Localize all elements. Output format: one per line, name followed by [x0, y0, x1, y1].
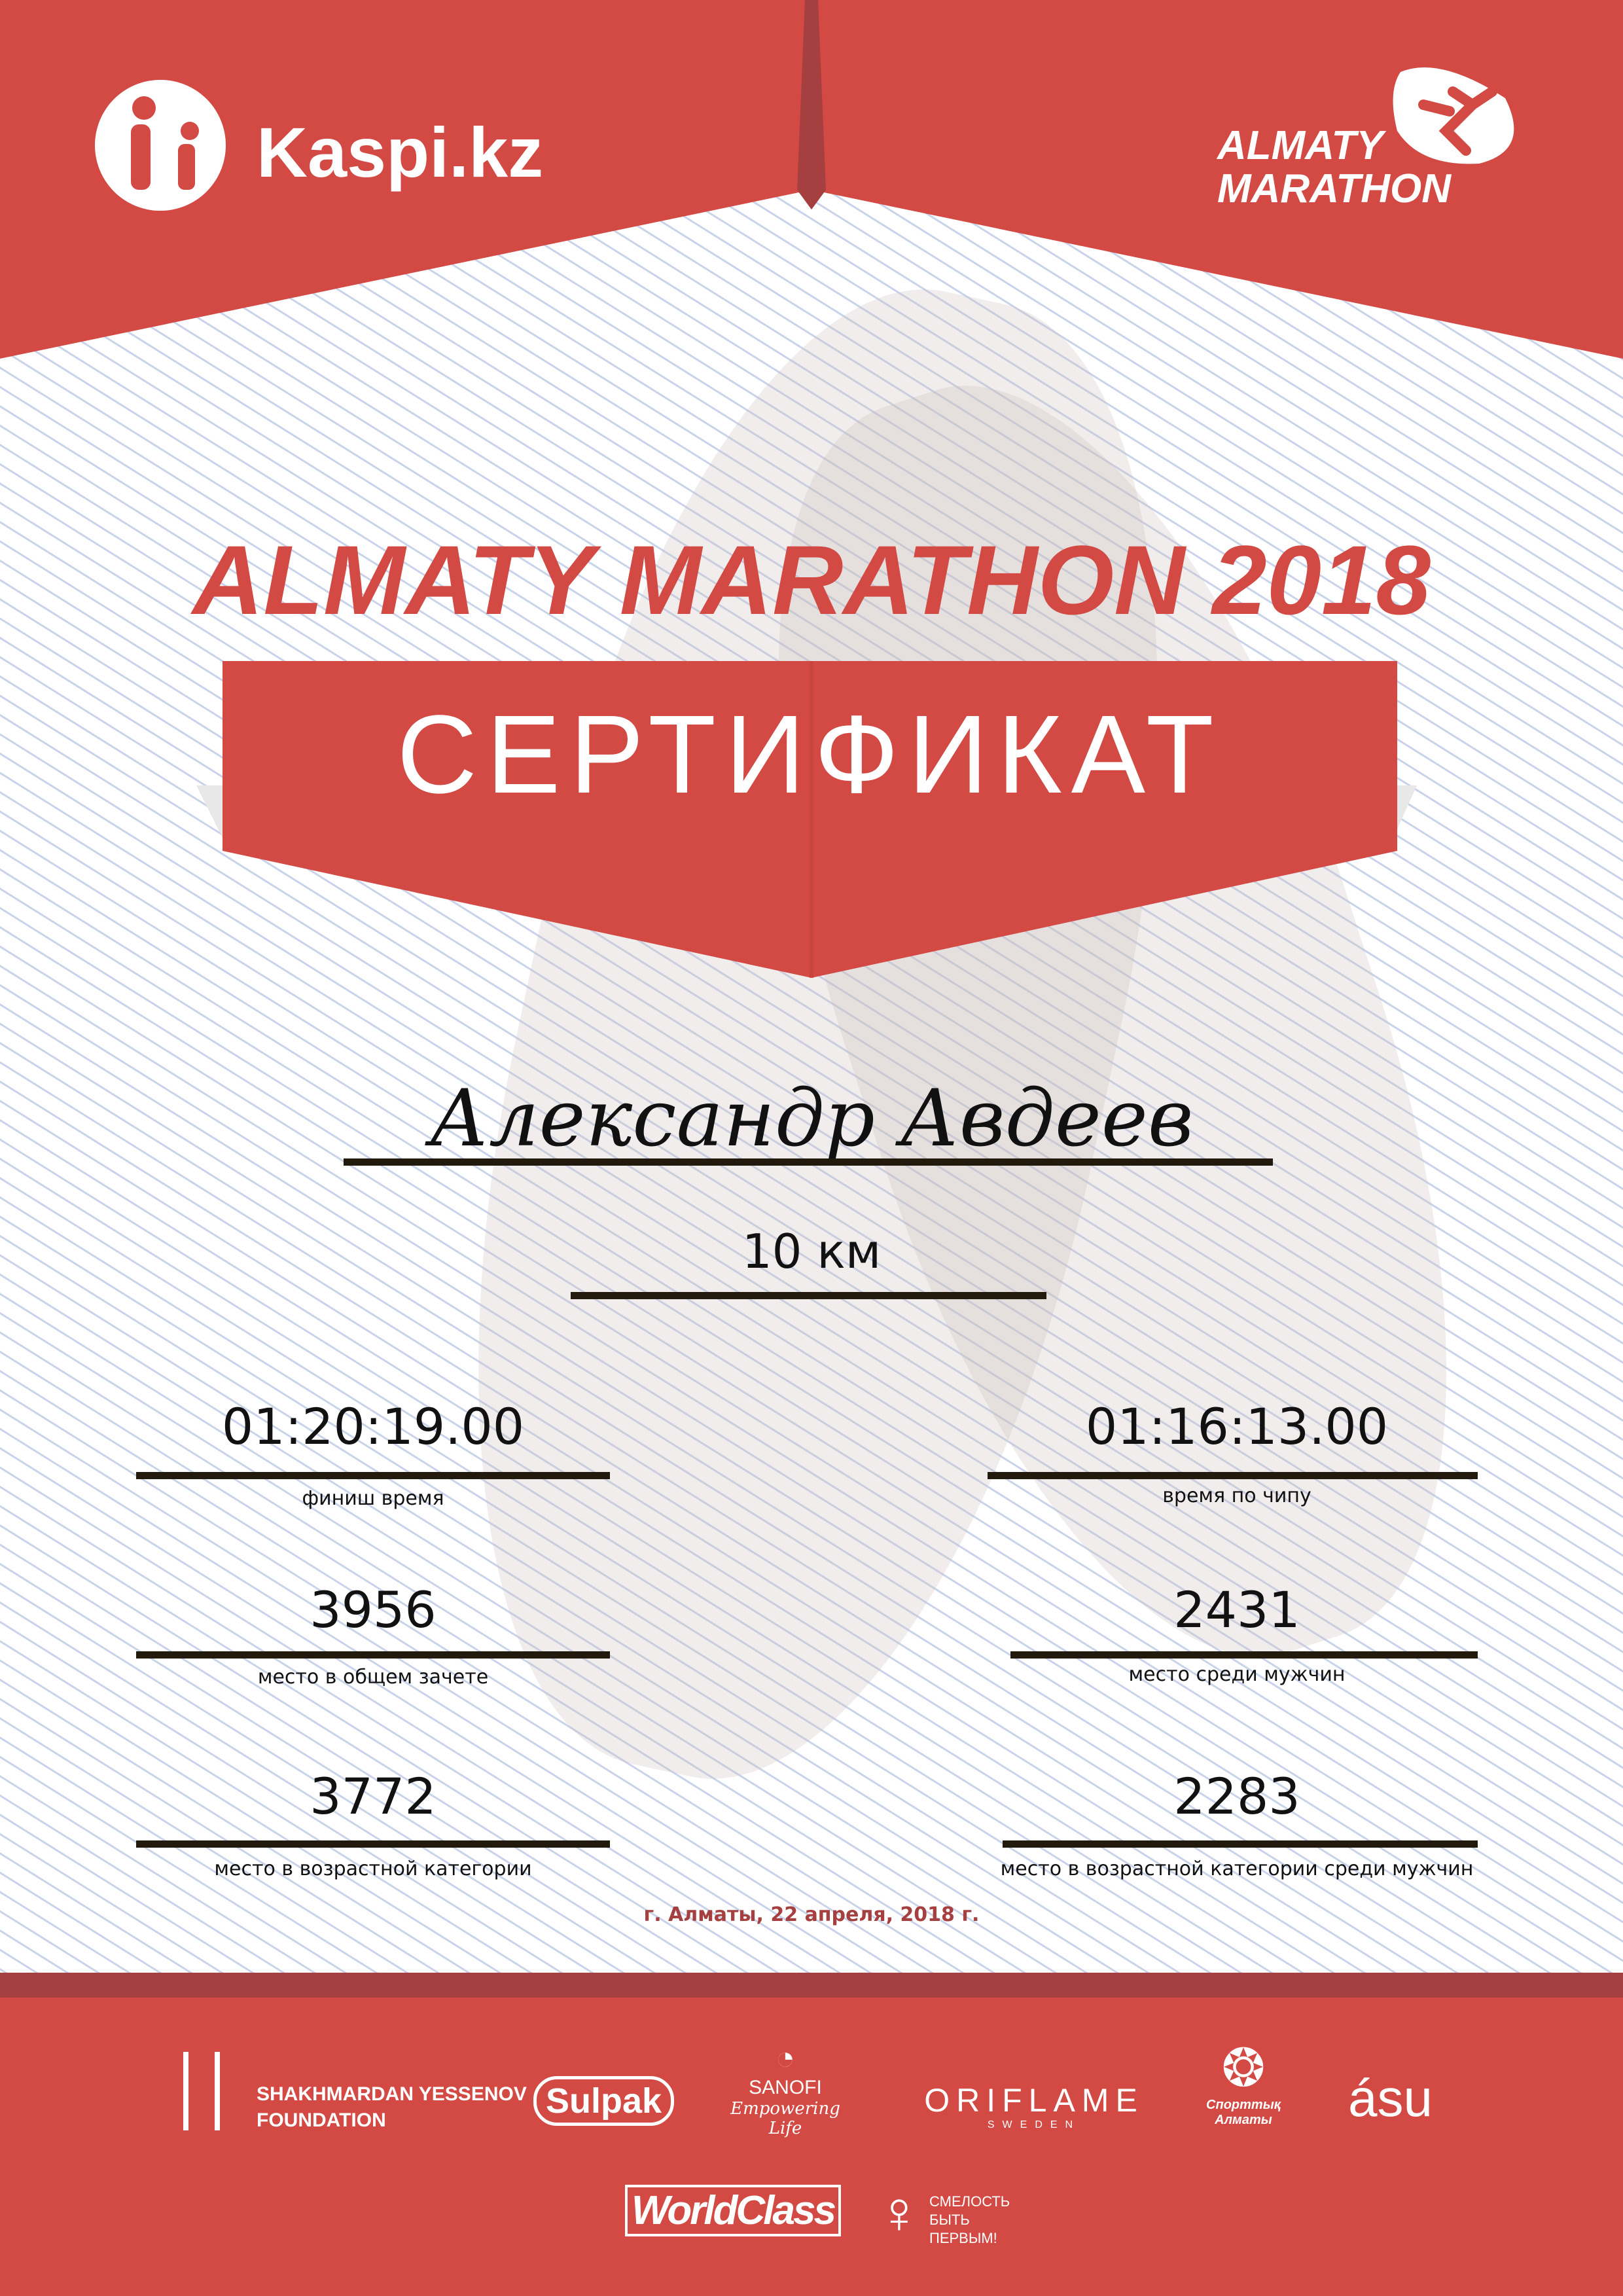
overall-place-label: место в общем зачете [257, 1666, 489, 1689]
oriflame-text: ORIFLAME [924, 2082, 1144, 2119]
logo-line-1: ALMATY [1217, 123, 1383, 168]
stat-underline [1010, 1651, 1478, 1659]
sport-almaty-text: Спорттық Алматы [1206, 2098, 1281, 2127]
fund-text-3: ПЕРВЫМ! [929, 2230, 997, 2246]
sanofi-icon: ◔ [775, 2039, 796, 2076]
yessenov-text-2: FOUNDATION [257, 2109, 386, 2131]
sanofi-text: SANOFI [749, 2077, 822, 2098]
stat-underline [1003, 1840, 1478, 1848]
finish-time-label: финиш время [302, 1487, 444, 1510]
distance: 10 км [741, 1224, 882, 1279]
sport-almaty-icon: ❂ [1221, 2039, 1266, 2097]
event-title: ALMATY MARATHON 2018 [192, 525, 1431, 635]
sport-almaty-logo: ❂ Спорттық Алматы [1198, 2039, 1289, 2128]
chip-time-label: время по чипу [1162, 1484, 1311, 1507]
chip-time-value: 01:16:13.00 [1085, 1397, 1389, 1456]
finish-time-value: 01:20:19.00 [221, 1397, 525, 1456]
fund-text-1: СМЕЛОСТЬ [929, 2193, 1010, 2210]
men-place-label: место среди мужчин [1128, 1663, 1346, 1686]
sanofi-tagline: Empowering Life [730, 2099, 840, 2138]
kaspi-logo: Kaspi.kz [257, 113, 544, 192]
fund-text-2: БЫТЬ [929, 2212, 970, 2228]
age-men-place-label: место в возрастной категории среди мужчи… [1000, 1857, 1474, 1880]
worldclass-logo: WorldClass [625, 2185, 841, 2236]
age-place-value: 3772 [310, 1767, 437, 1825]
stat-underline [988, 1472, 1478, 1479]
age-place-label: место в возрастной категории [214, 1857, 532, 1880]
yessenov-text-1: SHAKHMARDAN YESSENOV [257, 2083, 527, 2105]
asu-logo: ásu [1348, 2069, 1433, 2127]
sulpak-logo: Sulpak [533, 2076, 675, 2126]
stat-underline [136, 1651, 610, 1659]
logo-line-2: MARATHON [1217, 166, 1452, 211]
overall-place-value: 3956 [310, 1581, 437, 1639]
sanofi-logo: ◔ SANOFI Empowering Life [720, 2039, 851, 2138]
men-place-value: 2431 [1173, 1581, 1300, 1639]
certificate-banner: СЕРТИФИКАТ [397, 692, 1223, 817]
oriflame-logo: ORIFLAME SWEDEN [923, 2081, 1145, 2131]
almaty-marathon-logo: ALMATY MARATHON [1217, 124, 1451, 211]
name-underline [344, 1158, 1273, 1166]
participant-name: Александр Авдеев [429, 1073, 1194, 1164]
age-men-place-value: 2283 [1173, 1767, 1300, 1825]
stat-underline [136, 1472, 610, 1479]
event-date: г. Алматы, 22 апреля, 2018 г. [643, 1903, 980, 1926]
stat-underline [136, 1840, 610, 1848]
oriflame-sub: SWEDEN [987, 2119, 1081, 2130]
fund-icon: ♀ [877, 2180, 921, 2246]
distance-underline [571, 1292, 1046, 1299]
